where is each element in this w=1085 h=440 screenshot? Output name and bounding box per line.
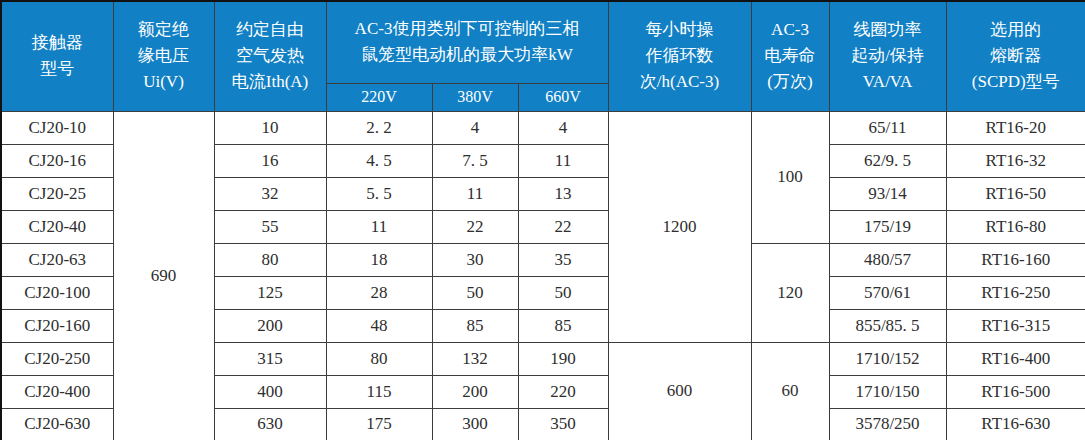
- header-coil-power: 线圈功率 起动/保持 VA/VA: [829, 1, 946, 111]
- fuse-cell: RT16-20: [946, 111, 1085, 144]
- coil-power-cell: 175/19: [829, 210, 946, 243]
- thermal-current-cell: 16: [214, 144, 326, 177]
- cycles-merged-cell-top: 1200: [608, 111, 751, 342]
- power-220-cell: 11: [326, 210, 432, 243]
- coil-power-cell: 3578/250: [829, 408, 946, 440]
- fuse-cell: RT16-80: [946, 210, 1085, 243]
- model-cell: CJ20-100: [1, 276, 113, 309]
- header-electrical-life: AC-3 电寿命 (万次): [751, 1, 829, 111]
- life-merged-cell-mid: 120: [751, 243, 829, 342]
- fuse-cell: RT16-400: [946, 342, 1085, 375]
- coil-power-cell: 480/57: [829, 243, 946, 276]
- power-660-cell: 350: [518, 408, 608, 440]
- power-220-cell: 18: [326, 243, 432, 276]
- power-380-cell: 7. 5: [432, 144, 518, 177]
- coil-power-cell: 570/61: [829, 276, 946, 309]
- power-220-cell: 48: [326, 309, 432, 342]
- table-header: 接触器 型号 额定绝 缘电压 Ui(V) 约定自由 空气发热 电流Ith(A) …: [1, 1, 1085, 111]
- power-220-cell: 115: [326, 375, 432, 408]
- model-cell: CJ20-25: [1, 177, 113, 210]
- header-sub-220v: 220V: [326, 83, 432, 111]
- thermal-current-cell: 315: [214, 342, 326, 375]
- power-660-cell: 85: [518, 309, 608, 342]
- power-220-cell: 80: [326, 342, 432, 375]
- fuse-cell: RT16-50: [946, 177, 1085, 210]
- thermal-current-cell: 10: [214, 111, 326, 144]
- life-merged-cell-bottom: 60: [751, 342, 829, 440]
- power-660-cell: 35: [518, 243, 608, 276]
- thermal-current-cell: 400: [214, 375, 326, 408]
- model-cell: CJ20-16: [1, 144, 113, 177]
- power-660-cell: 50: [518, 276, 608, 309]
- coil-power-cell: 93/14: [829, 177, 946, 210]
- coil-power-cell: 855/85. 5: [829, 309, 946, 342]
- power-660-cell: 13: [518, 177, 608, 210]
- power-220-cell: 175: [326, 408, 432, 440]
- power-380-cell: 4: [432, 111, 518, 144]
- model-cell: CJ20-400: [1, 375, 113, 408]
- thermal-current-cell: 32: [214, 177, 326, 210]
- power-380-cell: 200: [432, 375, 518, 408]
- power-220-cell: 5. 5: [326, 177, 432, 210]
- header-insulation-voltage: 额定绝 缘电压 Ui(V): [113, 1, 214, 111]
- thermal-current-cell: 630: [214, 408, 326, 440]
- cycles-merged-cell-bottom: 600: [608, 342, 751, 440]
- thermal-current-cell: 125: [214, 276, 326, 309]
- fuse-cell: RT16-160: [946, 243, 1085, 276]
- header-model: 接触器 型号: [1, 1, 113, 111]
- fuse-cell: RT16-32: [946, 144, 1085, 177]
- coil-power-cell: 62/9. 5: [829, 144, 946, 177]
- header-sub-380v: 380V: [432, 83, 518, 111]
- life-merged-cell-top: 100: [751, 111, 829, 243]
- coil-power-cell: 65/11: [829, 111, 946, 144]
- fuse-cell: RT16-630: [946, 408, 1085, 440]
- power-220-cell: 2. 2: [326, 111, 432, 144]
- thermal-current-cell: 80: [214, 243, 326, 276]
- model-cell: CJ20-250: [1, 342, 113, 375]
- model-cell: CJ20-630: [1, 408, 113, 440]
- power-220-cell: 28: [326, 276, 432, 309]
- table-row: CJ20-10 690 10 2. 2 4 4 1200 100 65/11 R…: [1, 111, 1085, 144]
- coil-power-cell: 1710/150: [829, 375, 946, 408]
- coil-power-cell: 1710/152: [829, 342, 946, 375]
- spec-sheet: 接触器 型号 额定绝 缘电压 Ui(V) 约定自由 空气发热 电流Ith(A) …: [0, 0, 1085, 440]
- fuse-cell: RT16-250: [946, 276, 1085, 309]
- power-660-cell: 11: [518, 144, 608, 177]
- contactor-spec-table: 接触器 型号 额定绝 缘电压 Ui(V) 约定自由 空气发热 电流Ith(A) …: [0, 0, 1085, 440]
- power-660-cell: 4: [518, 111, 608, 144]
- power-380-cell: 30: [432, 243, 518, 276]
- power-660-cell: 220: [518, 375, 608, 408]
- power-380-cell: 85: [432, 309, 518, 342]
- model-cell: CJ20-40: [1, 210, 113, 243]
- power-380-cell: 300: [432, 408, 518, 440]
- fuse-cell: RT16-500: [946, 375, 1085, 408]
- model-cell: CJ20-10: [1, 111, 113, 144]
- power-660-cell: 190: [518, 342, 608, 375]
- model-cell: CJ20-63: [1, 243, 113, 276]
- header-sub-660v: 660V: [518, 83, 608, 111]
- header-fuse: 选用的 熔断器 (SCPD)型号: [946, 1, 1085, 111]
- power-220-cell: 4. 5: [326, 144, 432, 177]
- power-380-cell: 11: [432, 177, 518, 210]
- header-thermal-current: 约定自由 空气发热 电流Ith(A): [214, 1, 326, 111]
- power-380-cell: 132: [432, 342, 518, 375]
- power-380-cell: 22: [432, 210, 518, 243]
- fuse-cell: RT16-315: [946, 309, 1085, 342]
- header-ac3-power-group: AC-3使用类别下可控制的三相 鼠笼型电动机的最大功率kW: [326, 1, 608, 83]
- thermal-current-cell: 55: [214, 210, 326, 243]
- power-380-cell: 50: [432, 276, 518, 309]
- model-cell: CJ20-160: [1, 309, 113, 342]
- power-660-cell: 22: [518, 210, 608, 243]
- header-cycles-per-hour: 每小时操 作循环数 次/h(AC-3): [608, 1, 751, 111]
- table-body: CJ20-10 690 10 2. 2 4 4 1200 100 65/11 R…: [1, 111, 1085, 440]
- insulation-voltage-merged-cell: 690: [113, 111, 214, 440]
- thermal-current-cell: 200: [214, 309, 326, 342]
